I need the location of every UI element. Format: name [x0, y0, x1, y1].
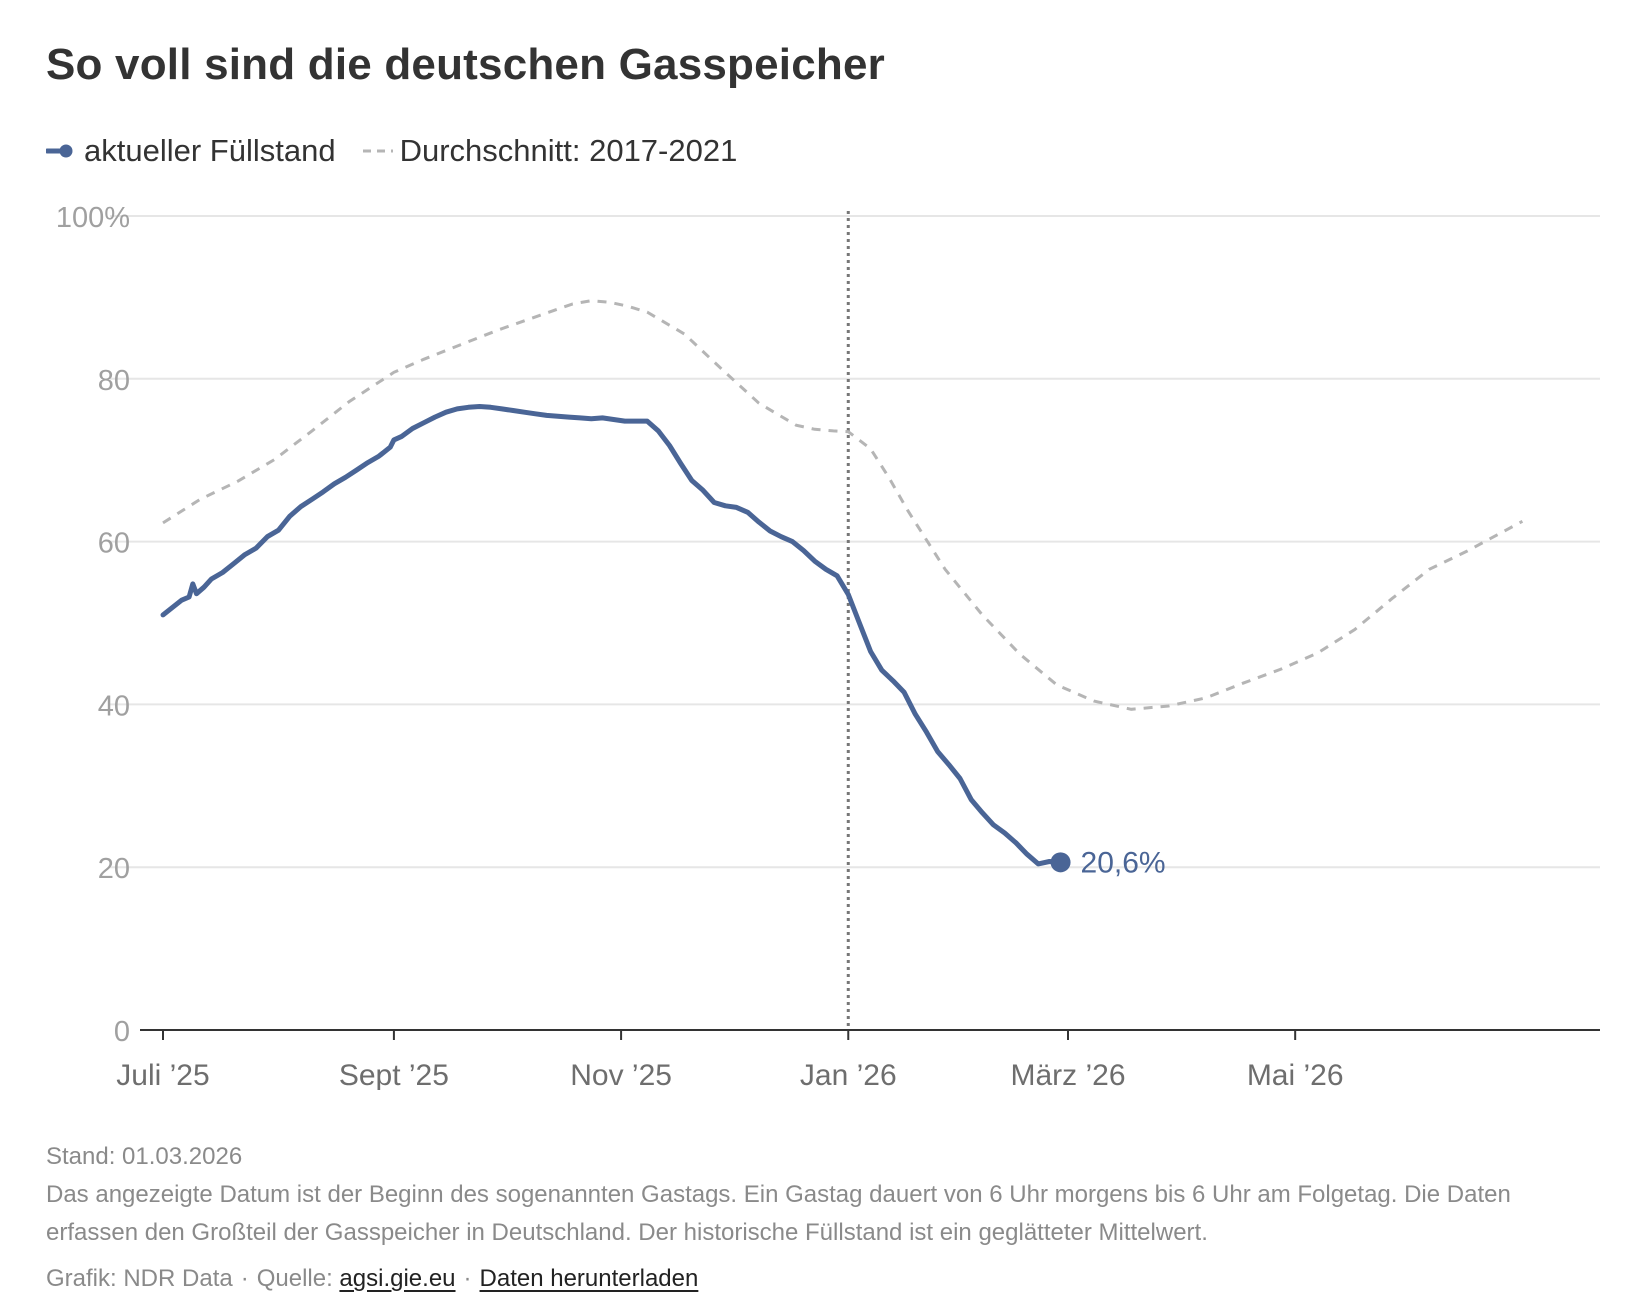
- y-tick-label-0: 0: [114, 1016, 130, 1048]
- footer-quelle-prefix: Quelle:: [256, 1265, 333, 1292]
- footer-note: Das angezeigte Datum ist der Beginn des …: [46, 1181, 1511, 1246]
- y-tick-label-40: 40: [98, 690, 130, 722]
- y-tick-label-20: 20: [98, 853, 130, 885]
- current-endpoint-label: 20,6%: [1081, 846, 1166, 879]
- footer: Stand: 01.03.2026 Das angezeigte Datum i…: [46, 1138, 1586, 1298]
- x-tick-label-1: Sept ’25: [339, 1059, 449, 1090]
- series-line-current: [160, 404, 1064, 867]
- legend-label-average: Durchschnitt: 2017-2021: [399, 133, 738, 168]
- footer-grafik: Grafik: NDR Data: [46, 1265, 233, 1292]
- legend: aktueller Füllstand Durchschnitt: 2017-2…: [46, 133, 763, 169]
- x-tick-label-5: Mai ’26: [1247, 1059, 1344, 1090]
- y-tick-label-100: 100%: [56, 202, 130, 234]
- x-tick-label-4: März ’26: [1010, 1059, 1125, 1090]
- footer-dot-1: ·: [240, 1265, 249, 1292]
- x-tick-label-3: Jan ’26: [800, 1059, 897, 1090]
- series-line-average: [162, 299, 1524, 711]
- chart-plot: 0 20 40 60 80 100% Juli ’25 Sept ’25 Nov ’25 Jan …: [56, 202, 1600, 1090]
- x-tick-label-0: Juli ’25: [116, 1059, 209, 1090]
- legend-swatch-current: [46, 144, 73, 158]
- current-endpoint-marker: [1050, 852, 1071, 873]
- legend-item-average: Durchschnitt: 2017-2021: [362, 133, 738, 169]
- footer-dot-2: ·: [463, 1265, 472, 1292]
- footer-stand: Stand: 01.03.2026: [46, 1143, 243, 1170]
- chart-title: So voll sind die deutschen Gasspeicher: [46, 40, 885, 89]
- y-tick-label-80: 80: [98, 365, 130, 397]
- legend-label-current: aktueller Füllstand: [84, 133, 336, 168]
- x-tick-label-2: Nov ’25: [570, 1059, 672, 1090]
- footer-credits: Grafik: NDR Data · Quelle: agsi.gie.eu · Dat…: [46, 1260, 1586, 1298]
- source-link[interactable]: agsi.gie.eu: [339, 1265, 456, 1292]
- download-data-link[interactable]: Daten herunterladen: [479, 1265, 699, 1292]
- legend-item-current: aktueller Füllstand: [46, 133, 336, 169]
- legend-swatch-average: [362, 149, 393, 153]
- y-tick-label-60: 60: [98, 528, 130, 560]
